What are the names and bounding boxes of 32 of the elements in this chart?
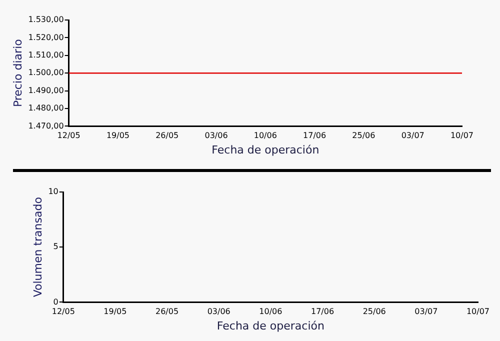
x-axis-title: Fecha de operación [216, 319, 324, 332]
x-tick-label: 12/05 [52, 307, 75, 316]
x-tick-label: 03/07 [401, 131, 424, 140]
y-tick-label: 1.530,00 [28, 15, 64, 24]
x-tick-label: 03/07 [414, 307, 438, 316]
y-tick-label: 1.490,00 [28, 86, 64, 95]
x-tick-label: 25/06 [362, 307, 386, 316]
y-tick-label: 1.500,00 [28, 68, 64, 78]
x-tick-label: 03/06 [204, 131, 228, 140]
x-tick-label: 10/07 [466, 307, 490, 316]
x-axis-title: Fecha de operación [212, 143, 320, 156]
y-tick-label: 1.510,00 [28, 50, 64, 60]
y-tick-label: 1.470,00 [28, 121, 64, 130]
x-tick-label: 25/06 [352, 131, 376, 140]
x-tick-label: 12/05 [57, 131, 80, 140]
y-tick-label: 5 [53, 242, 58, 252]
x-tick-label: 19/05 [104, 307, 127, 316]
x-tick-label: 10/06 [254, 131, 277, 140]
y-axis-title: Precio diario [11, 38, 24, 108]
y-tick-label: 0 [53, 297, 58, 306]
x-tick-label: 10/06 [259, 307, 282, 316]
y-tick-label: 1.520,00 [28, 32, 64, 42]
x-tick-label: 17/06 [303, 131, 326, 140]
x-tick-label: 26/05 [156, 131, 179, 140]
x-tick-label: 19/05 [106, 131, 130, 140]
y-tick-label: 10 [48, 187, 58, 196]
x-tick-label: 26/05 [156, 307, 179, 316]
y-axis-title: Volumen transado [31, 196, 44, 298]
x-tick-label: 03/06 [207, 307, 230, 316]
y-tick-label: 1.480,00 [28, 104, 64, 113]
x-tick-label: 10/07 [450, 131, 474, 140]
x-tick-label: 17/06 [310, 307, 334, 316]
